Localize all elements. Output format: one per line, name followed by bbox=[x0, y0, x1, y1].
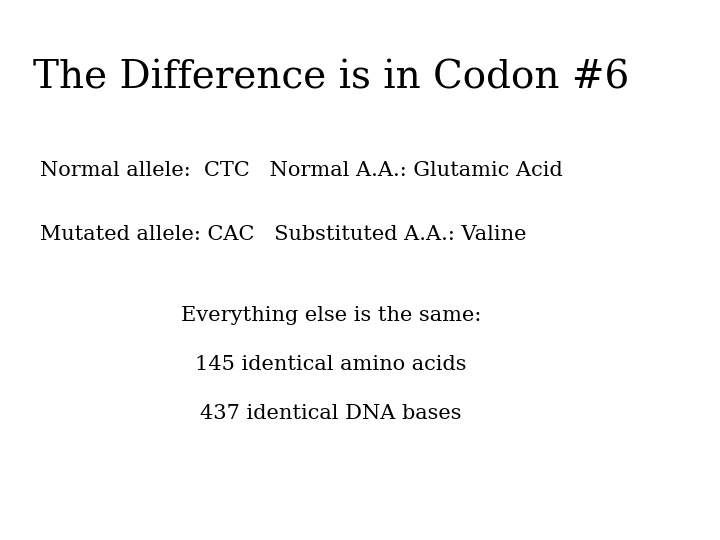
Text: Everything else is the same:: Everything else is the same: bbox=[181, 306, 482, 326]
Text: Mutated allele: CAC   Substituted A.A.: Valine: Mutated allele: CAC Substituted A.A.: Va… bbox=[40, 225, 526, 245]
Text: Normal allele:  CTC   Normal A.A.: Glutamic Acid: Normal allele: CTC Normal A.A.: Glutamic… bbox=[40, 160, 562, 180]
Text: 145 identical amino acids: 145 identical amino acids bbox=[195, 355, 467, 374]
Text: 437 identical DNA bases: 437 identical DNA bases bbox=[200, 403, 462, 423]
Text: The Difference is in Codon #6: The Difference is in Codon #6 bbox=[33, 60, 629, 97]
